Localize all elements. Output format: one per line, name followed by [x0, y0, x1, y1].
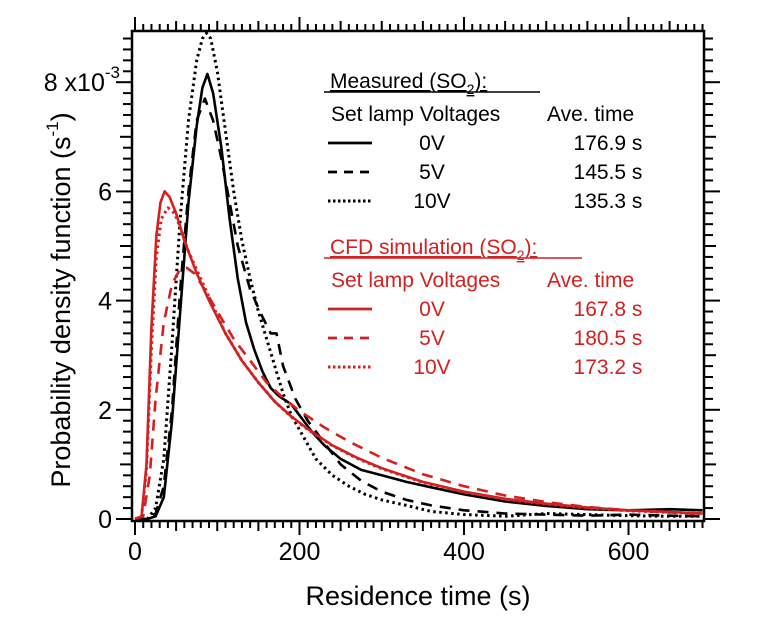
x-tick-label: 0 [128, 538, 142, 566]
legend-ave-time: 173.2 s [574, 356, 643, 379]
legend-voltage: 5V [419, 327, 445, 350]
x-tick-label: 600 [608, 538, 650, 566]
x-tick-label: 400 [443, 538, 485, 566]
legend-ave-time: 176.9 s [574, 132, 643, 155]
legend-ave-time: 167.8 s [574, 298, 643, 321]
y-axis-title: Probability density function (s-1) [43, 112, 76, 487]
legend: Measured (SO2): Set lamp Voltages Ave. tim… [324, 70, 642, 379]
y-tick-label: 0 [98, 506, 112, 534]
y-tick-label: 8 x10-3 [44, 63, 120, 97]
legend-group-title: CFD simulation (SO2): [330, 236, 537, 263]
legend-header-voltage: Set lamp Voltages [331, 269, 500, 292]
legend-header-time: Ave. time [547, 103, 634, 126]
series-line-measured-5v [135, 97, 703, 521]
series-line-cfd-10v [134, 206, 703, 521]
legend-voltage: 0V [419, 298, 445, 321]
y-tick-label: 4 [98, 288, 112, 316]
legend-voltage: 5V [419, 161, 445, 184]
series-layer [134, 31, 703, 521]
legend-header-voltage: Set lamp Voltages [331, 103, 500, 126]
legend-group-title: Measured (SO2): [330, 70, 487, 97]
y-tick-label: 6 [98, 178, 112, 206]
y-exponent-label: -3 [105, 63, 120, 82]
legend-voltage: 10V [413, 190, 450, 213]
series-line-measured-10v [135, 31, 703, 521]
x-tick-label: 200 [279, 538, 321, 566]
legend-header-time: Ave. time [547, 269, 634, 292]
legend-ave-time: 180.5 s [574, 327, 643, 350]
series-line-cfd-5v [134, 266, 703, 521]
plot-frame [130, 29, 706, 523]
x-axis-title: Residence time (s) [305, 581, 530, 611]
legend-voltage: 10V [413, 356, 450, 379]
legend-ave-time: 145.5 s [574, 161, 643, 184]
y-tick-label: 2 [98, 397, 112, 425]
legend-ave-time: 135.3 s [574, 190, 643, 213]
axes-layer: 0 200 400 600 0 2 4 6 8 x10-3 [44, 17, 720, 566]
legend-voltage: 0V [419, 132, 445, 155]
